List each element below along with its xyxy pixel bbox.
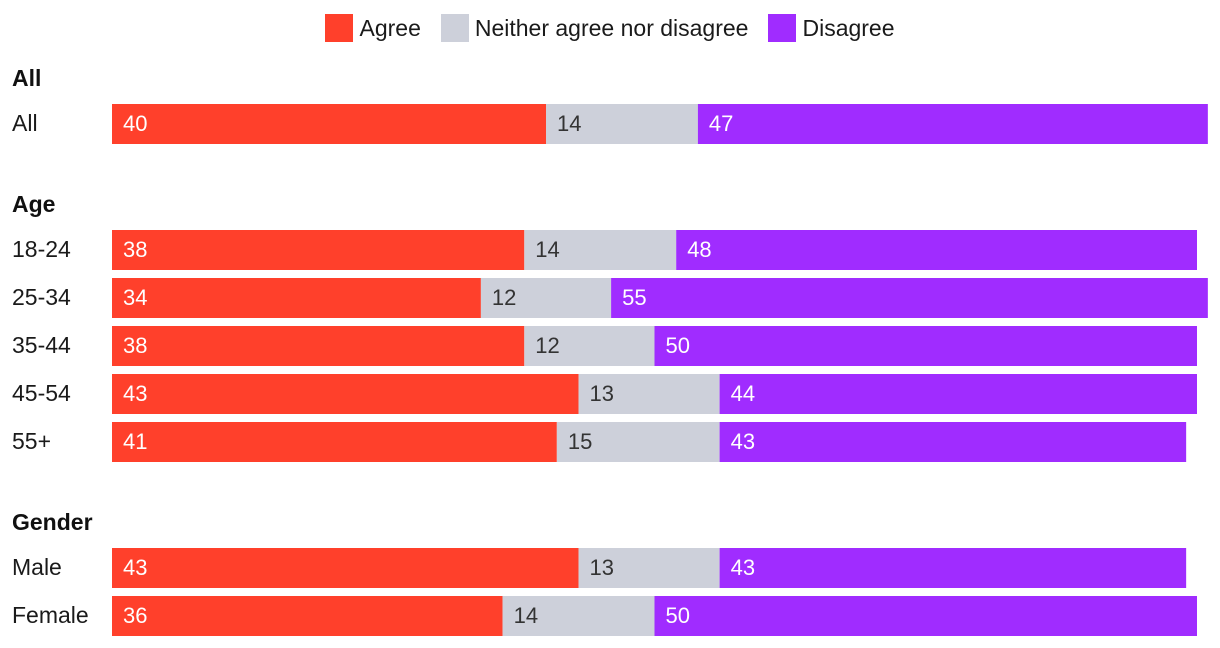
bar-segment bbox=[112, 278, 481, 318]
bar-segment bbox=[480, 278, 612, 318]
bar-segment bbox=[719, 422, 1187, 462]
bar-value-label: 38 bbox=[123, 237, 147, 262]
bar-segment bbox=[112, 548, 579, 588]
legend-item-2: Disagree bbox=[768, 14, 895, 42]
bar-value-label: 14 bbox=[514, 603, 538, 628]
group-title: Gender bbox=[12, 509, 93, 535]
bar-value-label: 14 bbox=[535, 237, 559, 262]
bar-segment bbox=[112, 104, 546, 144]
bar-value-label: 47 bbox=[709, 111, 733, 136]
bar-value-label: 13 bbox=[590, 381, 614, 406]
bar-value-label: 55 bbox=[622, 285, 646, 310]
bar-segment bbox=[112, 326, 525, 366]
bar-value-label: 15 bbox=[568, 429, 592, 454]
bar-segment bbox=[719, 548, 1187, 588]
row-label: All bbox=[12, 110, 38, 136]
bar-segment bbox=[556, 422, 720, 462]
bar-value-label: 43 bbox=[123, 381, 147, 406]
bar-segment bbox=[654, 596, 1197, 636]
bar-value-label: 38 bbox=[123, 333, 147, 358]
group-title: Age bbox=[12, 191, 55, 217]
row-label: 25-34 bbox=[12, 284, 71, 310]
row-label: 55+ bbox=[12, 428, 51, 454]
bar-segment bbox=[578, 374, 720, 414]
bar-segment bbox=[654, 326, 1197, 366]
bar-value-label: 43 bbox=[123, 555, 147, 580]
row-label: 18-24 bbox=[12, 236, 71, 262]
bar-segment bbox=[524, 326, 655, 366]
legend-label: Disagree bbox=[802, 14, 895, 41]
bar-segment bbox=[697, 104, 1208, 144]
bar-value-label: 50 bbox=[666, 603, 690, 628]
bar-segment bbox=[112, 374, 579, 414]
bar-segment bbox=[611, 278, 1208, 318]
bar-value-label: 44 bbox=[731, 381, 755, 406]
bar-value-label: 34 bbox=[123, 285, 147, 310]
bar-segment bbox=[112, 230, 525, 270]
legend-swatch bbox=[768, 14, 797, 42]
bar-value-label: 36 bbox=[123, 603, 147, 628]
row-label: Female bbox=[12, 602, 89, 628]
legend-swatch bbox=[440, 14, 469, 42]
bar-segment bbox=[502, 596, 655, 636]
bar-value-label: 12 bbox=[492, 285, 516, 310]
bar-segment bbox=[719, 374, 1197, 414]
legend-swatch bbox=[325, 14, 354, 42]
bar-value-label: 14 bbox=[557, 111, 581, 136]
bar-value-label: 48 bbox=[687, 237, 711, 262]
legend-item-1: Neither agree nor disagree bbox=[440, 14, 749, 42]
row-label: 35-44 bbox=[12, 332, 71, 358]
bar-value-label: 43 bbox=[731, 429, 755, 454]
bar-value-label: 50 bbox=[666, 333, 690, 358]
bar-value-label: 41 bbox=[123, 429, 147, 454]
chart-legend: Agree Neither agree nor disagree Disagree bbox=[0, 12, 1220, 44]
bar-segment bbox=[112, 422, 557, 462]
bar-segment bbox=[524, 230, 677, 270]
legend-label: Neither agree nor disagree bbox=[474, 14, 749, 41]
group-title: All bbox=[12, 65, 41, 91]
row-label: 45-54 bbox=[12, 380, 71, 406]
legend-item-0: Agree bbox=[325, 14, 421, 42]
bar-segment bbox=[578, 548, 720, 588]
bar-segment bbox=[112, 596, 503, 636]
row-label: Male bbox=[12, 554, 62, 580]
bar-value-label: 43 bbox=[731, 555, 755, 580]
legend-label: Agree bbox=[359, 14, 421, 41]
bar-value-label: 40 bbox=[123, 111, 147, 136]
bar-value-label: 12 bbox=[535, 333, 559, 358]
bar-value-label: 13 bbox=[590, 555, 614, 580]
bar-segment bbox=[676, 230, 1197, 270]
bar-segment bbox=[546, 104, 698, 144]
